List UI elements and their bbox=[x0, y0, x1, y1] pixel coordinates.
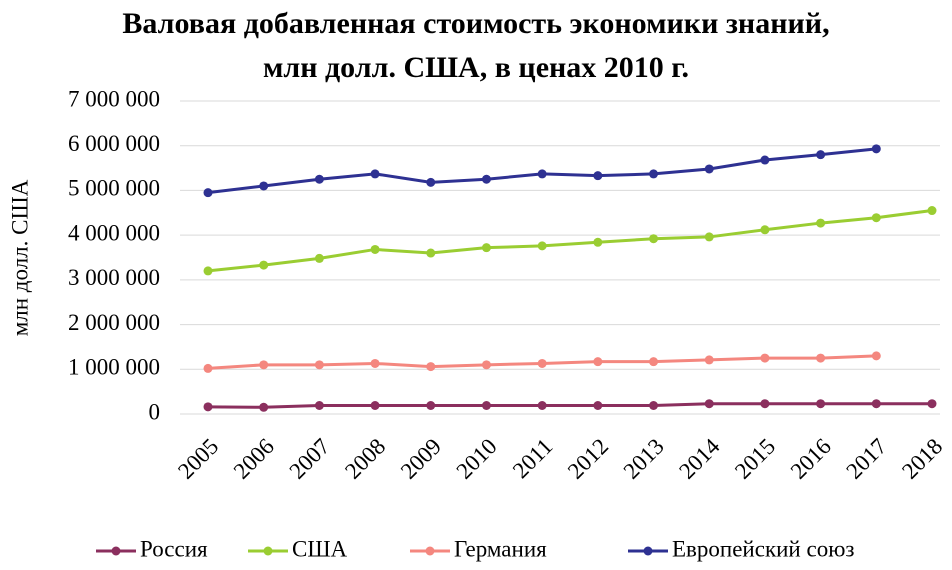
point bbox=[259, 402, 269, 412]
x-tick-label: 2015 bbox=[730, 434, 780, 484]
point bbox=[259, 260, 269, 270]
point bbox=[426, 362, 436, 372]
x-tick-label: 2007 bbox=[284, 434, 334, 484]
series-line bbox=[207, 402, 932, 409]
point bbox=[203, 402, 213, 412]
x-tick-label: 2006 bbox=[229, 434, 279, 484]
point bbox=[760, 225, 770, 235]
legend-label: Европейский союз bbox=[672, 536, 854, 561]
series-line bbox=[207, 209, 933, 273]
y-tick-label: 1 000 000 bbox=[68, 355, 160, 380]
legend-marker bbox=[263, 546, 273, 556]
x-tick-label: 2008 bbox=[340, 434, 390, 484]
point bbox=[871, 351, 881, 361]
point bbox=[593, 401, 603, 411]
y-tick-label: 2 000 000 bbox=[68, 310, 160, 335]
point bbox=[593, 237, 603, 247]
point bbox=[704, 399, 714, 409]
point bbox=[537, 169, 547, 179]
point bbox=[649, 401, 659, 411]
x-tick-label: 2014 bbox=[674, 433, 725, 484]
point bbox=[314, 360, 324, 370]
point bbox=[649, 234, 659, 244]
point bbox=[259, 181, 269, 191]
point bbox=[370, 169, 380, 179]
x-tick-label: 2012 bbox=[563, 434, 613, 484]
y-tick-label: 6 000 000 bbox=[68, 131, 160, 156]
x-tick-label: 2013 bbox=[619, 434, 669, 484]
point bbox=[760, 399, 770, 409]
y-tick-label: 5 000 000 bbox=[68, 176, 160, 201]
point bbox=[481, 360, 491, 370]
point bbox=[816, 218, 826, 228]
point bbox=[871, 144, 881, 154]
point bbox=[816, 353, 826, 363]
x-tick-label: 2010 bbox=[452, 434, 502, 484]
point bbox=[426, 401, 436, 411]
point bbox=[481, 401, 491, 411]
point bbox=[426, 248, 436, 258]
legend-label: Россия bbox=[140, 536, 208, 561]
point bbox=[704, 164, 714, 174]
point bbox=[259, 360, 269, 370]
point bbox=[426, 177, 436, 187]
point bbox=[704, 355, 714, 365]
point bbox=[370, 244, 380, 254]
point bbox=[370, 358, 380, 368]
point bbox=[537, 241, 547, 251]
point bbox=[481, 243, 491, 253]
y-tick-label: 3 000 000 bbox=[68, 265, 160, 290]
point bbox=[314, 174, 324, 184]
y-tick-label: 7 000 000 bbox=[68, 86, 160, 111]
point bbox=[203, 363, 213, 373]
x-tick-label: 2017 bbox=[841, 434, 891, 484]
legend-marker bbox=[643, 546, 653, 556]
point bbox=[816, 150, 826, 160]
point bbox=[649, 169, 659, 179]
point bbox=[927, 399, 937, 409]
point bbox=[537, 401, 547, 411]
point bbox=[481, 174, 491, 184]
legend-marker bbox=[425, 546, 435, 556]
x-tick-label: 2016 bbox=[786, 434, 836, 484]
point bbox=[593, 357, 603, 367]
point bbox=[927, 206, 937, 216]
point bbox=[593, 171, 603, 181]
point bbox=[370, 401, 380, 411]
point bbox=[203, 266, 213, 276]
legend-marker bbox=[111, 546, 121, 556]
point bbox=[760, 353, 770, 363]
legend-label: Германия bbox=[454, 536, 547, 561]
legend-label: США bbox=[292, 536, 348, 561]
x-tick-label: 2011 bbox=[508, 434, 558, 484]
point bbox=[871, 399, 881, 409]
point bbox=[816, 399, 826, 409]
point bbox=[203, 188, 213, 198]
x-tick-label: 2005 bbox=[173, 434, 223, 484]
point bbox=[760, 155, 770, 165]
x-tick-label: 2018 bbox=[897, 434, 947, 484]
point bbox=[649, 357, 659, 367]
y-tick-label: 4 000 000 bbox=[68, 220, 160, 245]
point bbox=[314, 253, 324, 263]
point bbox=[537, 358, 547, 368]
chart-title: Валовая добавленная стоимость экономики … bbox=[122, 7, 830, 84]
point bbox=[704, 232, 714, 242]
point bbox=[314, 401, 324, 411]
point bbox=[871, 213, 881, 223]
y-tick-label: 0 bbox=[149, 399, 161, 424]
x-tick-label: 2009 bbox=[396, 434, 446, 484]
y-axis-label: млн долл. США bbox=[7, 179, 32, 336]
